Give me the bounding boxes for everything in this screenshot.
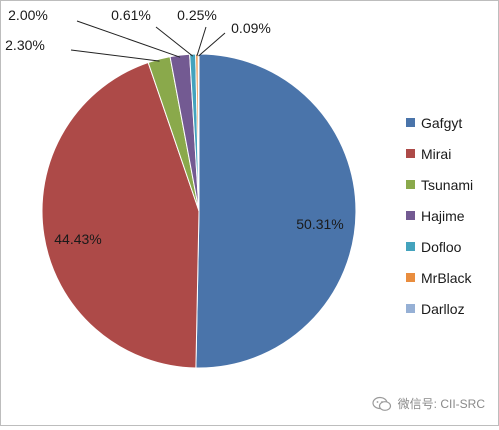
leader-line-dofloo: [155, 26, 194, 57]
data-label-mirai: 44.43%: [54, 231, 101, 247]
legend-swatch-dofloo: [406, 242, 415, 251]
legend-swatch-mirai: [406, 149, 415, 158]
leader-line-hajime: [76, 20, 181, 58]
leader-line-tsunami: [70, 49, 160, 62]
data-label-darlloz: 0.09%: [231, 20, 271, 36]
leader-line-mrblack: [196, 26, 207, 57]
legend-label-mrblack: MrBlack: [421, 270, 473, 286]
pie-slice-gafgyt: [195, 53, 357, 369]
pie-slice-mirai: [41, 61, 200, 369]
legend-swatch-tsunami: [406, 180, 415, 189]
data-label-gafgyt: 50.31%: [296, 216, 343, 232]
legend-swatch-darlloz: [406, 304, 415, 313]
leader-line-darlloz: [198, 32, 226, 57]
legend-swatch-gafgyt: [406, 118, 415, 127]
legend-swatch-hajime: [406, 211, 415, 220]
legend-label-gafgyt: Gafgyt: [421, 115, 462, 131]
legend-label-mirai: Mirai: [421, 146, 451, 162]
watermark-text: 微信号: CII-SRC: [397, 397, 485, 411]
pie-slice-darlloz: [197, 53, 200, 212]
watermark: 微信号: CII-SRC: [372, 395, 485, 412]
legend-label-hajime: Hajime: [421, 208, 465, 224]
data-label-hajime: 2.00%: [8, 7, 48, 23]
legend-swatch-mrblack: [406, 273, 415, 282]
legend-label-darlloz: Darlloz: [421, 301, 465, 317]
legend-label-tsunami: Tsunami: [421, 177, 473, 193]
legend-label-dofloo: Dofloo: [421, 239, 462, 255]
data-label-dofloo: 0.61%: [111, 7, 151, 23]
data-label-mrblack: 0.25%: [177, 7, 217, 23]
wechat-icon: [372, 396, 391, 411]
data-label-tsunami: 2.30%: [5, 37, 45, 53]
